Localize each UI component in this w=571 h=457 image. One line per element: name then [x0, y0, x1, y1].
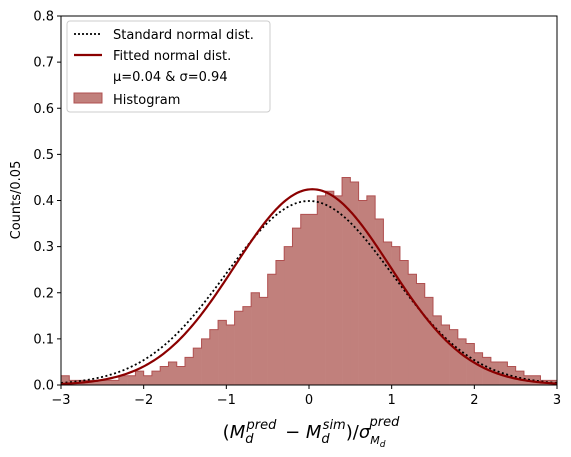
x-tick-label: 1 [388, 393, 396, 408]
histogram-bar [143, 375, 153, 385]
histogram-bar [151, 371, 161, 385]
histogram-bar [102, 380, 111, 385]
histogram-bar [375, 218, 384, 385]
histogram-bar [127, 375, 136, 385]
histogram-bar [358, 200, 368, 385]
histogram-bar [160, 366, 169, 385]
x-tick-label: 0 [305, 393, 313, 408]
histogram-bar [366, 195, 376, 385]
histogram-bar [234, 311, 244, 385]
x-tick-label: 3 [553, 393, 561, 408]
x-tick-label: −1 [217, 393, 236, 408]
x-tick-label: 2 [470, 393, 478, 408]
y-tick-label: 0.2 [33, 286, 54, 301]
legend-box [66, 20, 271, 113]
histogram-bar [457, 338, 467, 385]
histogram-bar [176, 366, 186, 385]
histogram-bar [284, 246, 293, 385]
histogram-bar [267, 274, 277, 385]
histogram-bar [449, 329, 459, 385]
legend: Standard normal dist. Fitted normal dist… [66, 20, 271, 113]
histogram-bar [342, 177, 351, 385]
fitted-normal-curve [60, 188, 558, 386]
y-tick-label: 0.6 [33, 102, 54, 117]
legend-fitted-normal-label: Fitted normal dist. [113, 49, 231, 64]
histogram-bar [61, 375, 70, 385]
histogram-bar [399, 260, 409, 385]
histogram-bar [226, 325, 235, 385]
histogram-bar [110, 380, 120, 385]
x-tick-label: −2 [134, 393, 153, 408]
histogram-bar [94, 380, 103, 385]
histogram-bar [416, 283, 426, 385]
y-tick-label: 0.8 [33, 10, 54, 25]
legend-fit-params: μ=0.04 & σ=0.94 [113, 70, 228, 85]
legend-standard-normal-label: Standard normal dist. [113, 28, 254, 43]
histogram-bar [325, 191, 335, 385]
histogram-bar [482, 357, 492, 385]
histogram-bar [383, 242, 392, 385]
y-tick-label: 0.7 [33, 56, 54, 71]
y-tick-label: 0.5 [33, 148, 54, 163]
histogram-bar [168, 361, 178, 385]
x-axis-ticks: −3 −2 −1 0 1 2 3 [51, 385, 561, 408]
y-tick-label: 0.3 [33, 240, 54, 255]
x-tick-label: −3 [51, 393, 70, 408]
histogram-outline [60, 176, 558, 385]
histogram-bar [300, 214, 310, 385]
y-tick-label: 0.1 [33, 332, 54, 347]
histogram-bar [350, 182, 359, 385]
histogram-bar [201, 338, 211, 385]
histogram-bar [135, 371, 144, 385]
histogram-bar [118, 375, 128, 385]
histogram-bar [441, 325, 450, 385]
histogram-bar [424, 297, 434, 385]
histogram-bar [408, 274, 417, 385]
histogram-bar [317, 195, 326, 385]
y-axis-ticks: 0.0 0.1 0.2 0.3 0.4 0.5 0.6 0.7 0.8 [33, 10, 61, 394]
histogram-bar [391, 246, 401, 385]
histogram-bar [466, 343, 475, 385]
legend-histogram-label: Histogram [113, 93, 180, 108]
histogram-bar [259, 297, 268, 385]
y-axis-title: Counts/0.05 [9, 161, 24, 240]
histogram-bar [242, 306, 252, 385]
histogram-bar [333, 195, 343, 385]
histogram-bar [275, 260, 285, 385]
histogram-bar [292, 228, 302, 385]
histogram-bar [474, 352, 483, 385]
histogram-bar [251, 292, 260, 385]
curves [60, 188, 558, 386]
histogram-bar [309, 214, 318, 385]
histogram-bar [218, 320, 227, 385]
x-axis-title: (Mdpred − Mdsim)/σMdpred [223, 415, 400, 450]
histogram-bar [185, 357, 194, 385]
histogram-bar [193, 348, 202, 385]
histogram-bar [433, 315, 442, 385]
y-tick-label: 0.4 [33, 194, 54, 209]
histogram-bar [532, 375, 541, 385]
y-tick-label: 0.0 [33, 379, 54, 394]
histogram-bar [209, 329, 219, 385]
legend-histogram-swatch [73, 92, 103, 104]
standard-normal-curve [60, 200, 558, 384]
